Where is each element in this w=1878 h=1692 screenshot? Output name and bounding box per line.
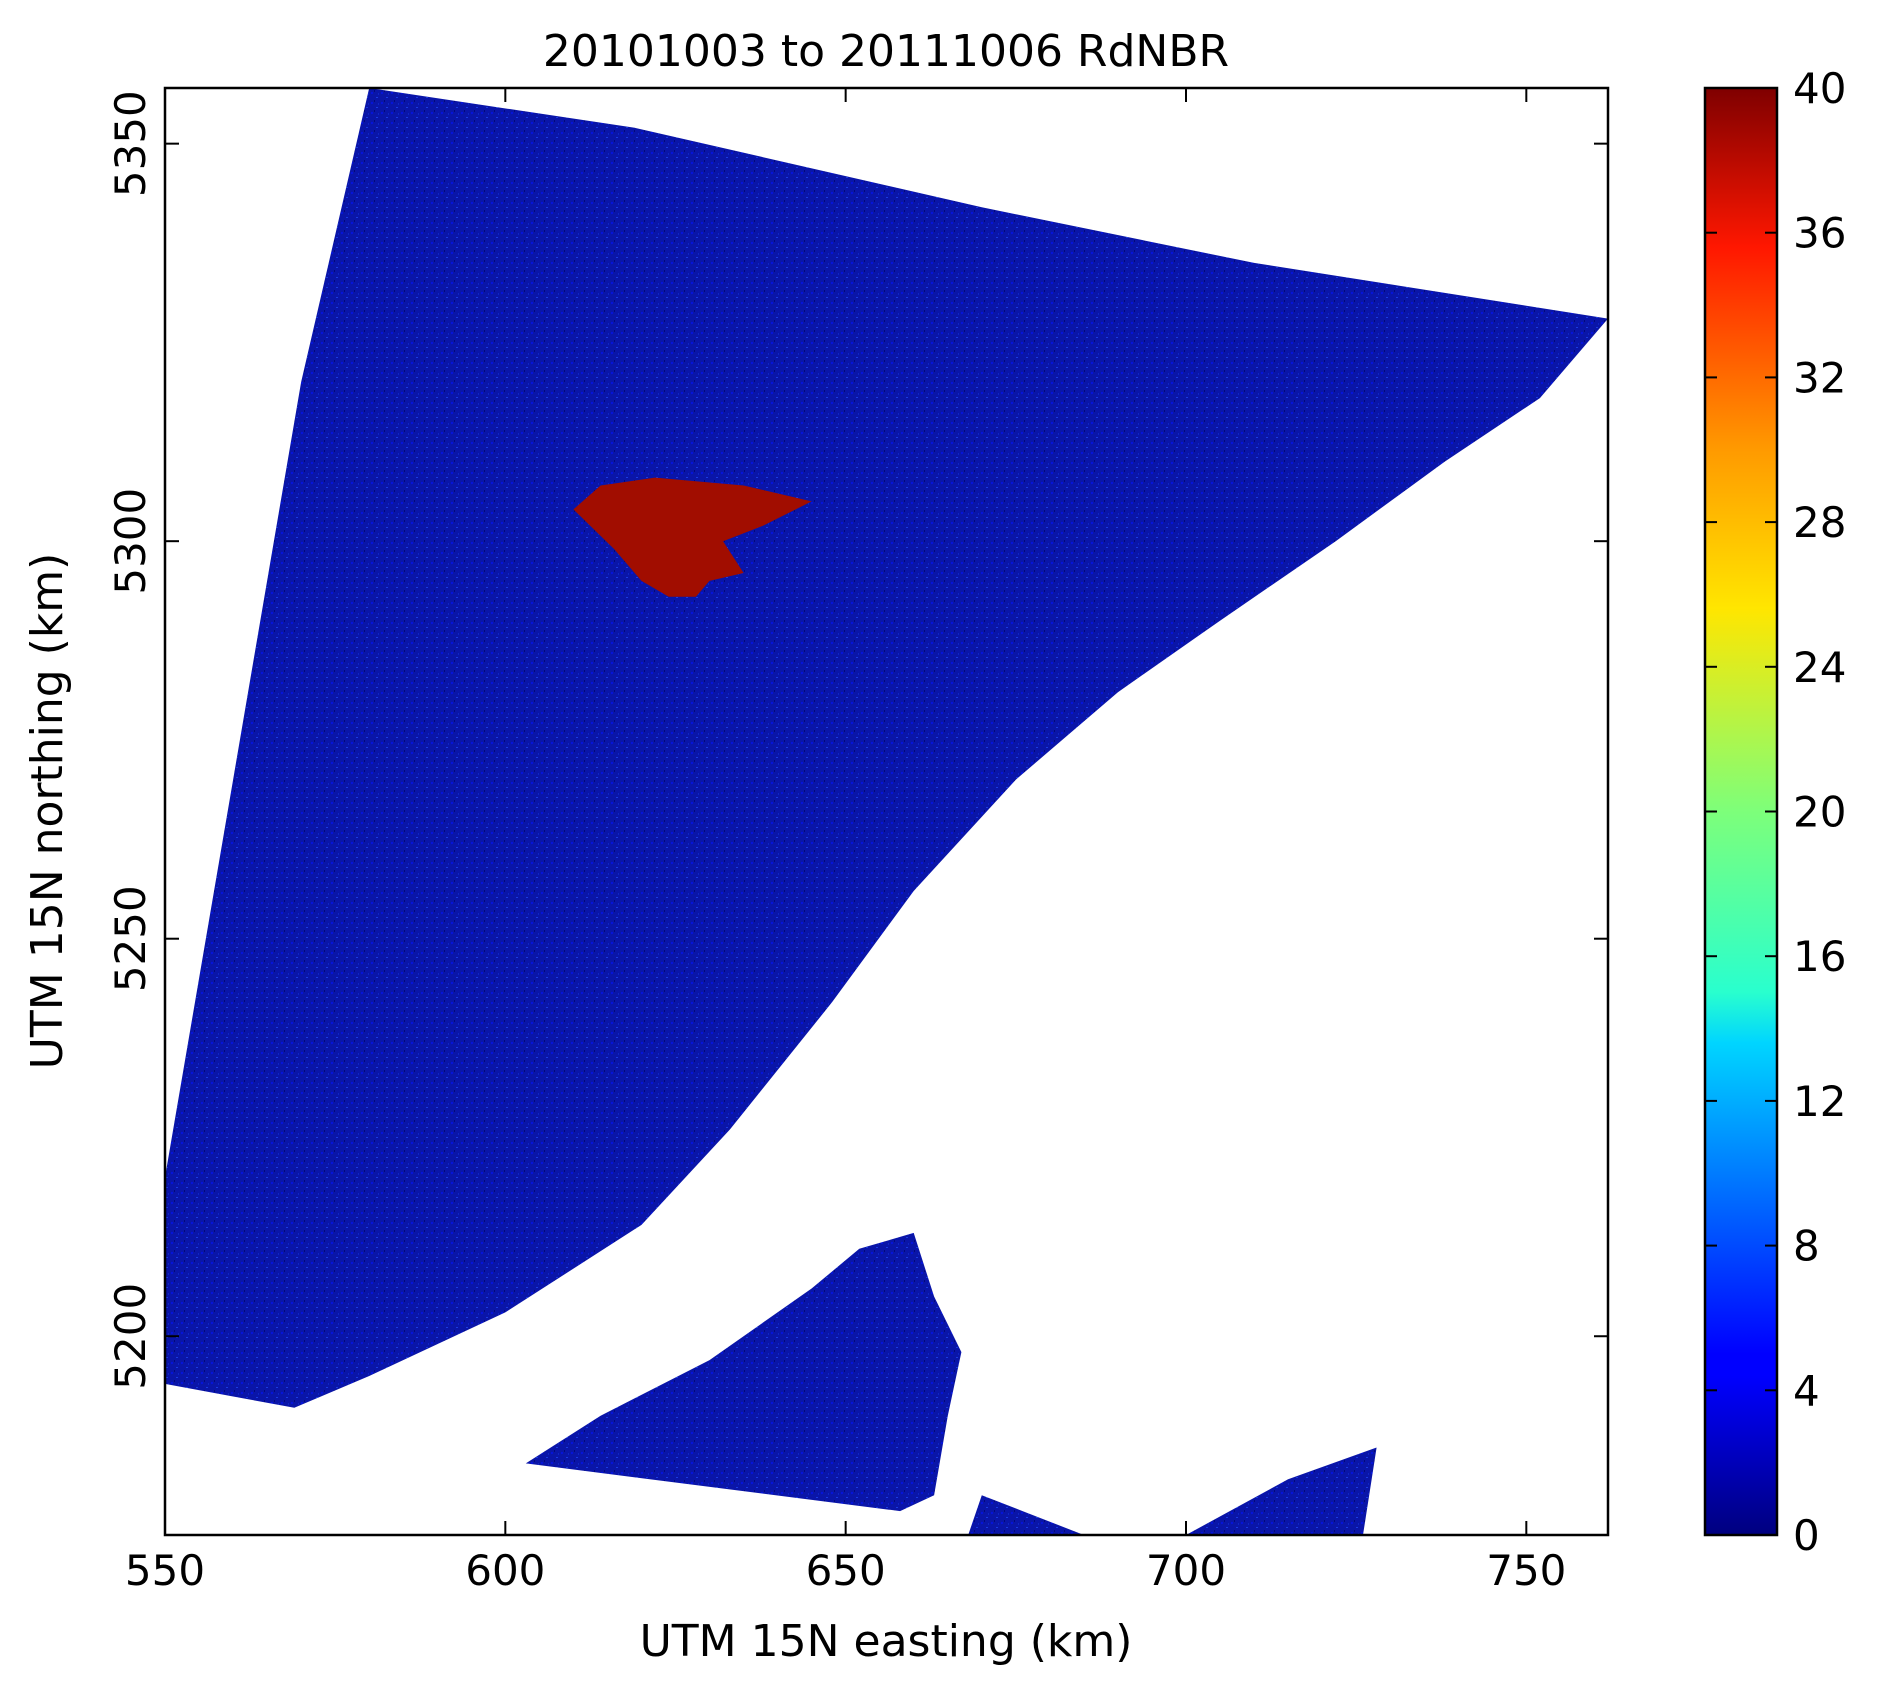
y-tick-label: 5300 [106,488,155,595]
colorbar-tick-label: 36 [1793,209,1846,258]
y-tick-label: 5350 [106,90,155,197]
colorbar-tick-label: 32 [1793,353,1846,402]
colorbar-tick-label: 4 [1793,1366,1820,1415]
colorbar-tick-label: 8 [1793,1222,1820,1271]
colorbar-tick-label: 16 [1793,932,1846,981]
colorbar-tick-label: 24 [1793,643,1846,692]
y-axis-label: UTM 15N northing (km) [22,553,73,1070]
chart-title: 20101003 to 20111006 RdNBR [543,26,1229,77]
y-tick-label: 5200 [106,1283,155,1390]
x-axis-label: UTM 15N easting (km) [640,1616,1133,1667]
colorbar-tick-label: 12 [1793,1077,1846,1126]
colorbar-tick-label: 40 [1793,64,1846,113]
x-tick-label: 750 [1486,1546,1566,1595]
x-tick-label: 600 [465,1546,545,1595]
y-tick-label: 5250 [106,885,155,992]
colorbar-tick-label: 20 [1793,788,1846,837]
colorbar-tick-label: 28 [1793,498,1846,547]
x-tick-label: 650 [806,1546,886,1595]
x-tick-label: 550 [125,1546,205,1595]
x-tick-label: 700 [1146,1546,1226,1595]
colorbar-tick-label: 0 [1793,1511,1820,1560]
